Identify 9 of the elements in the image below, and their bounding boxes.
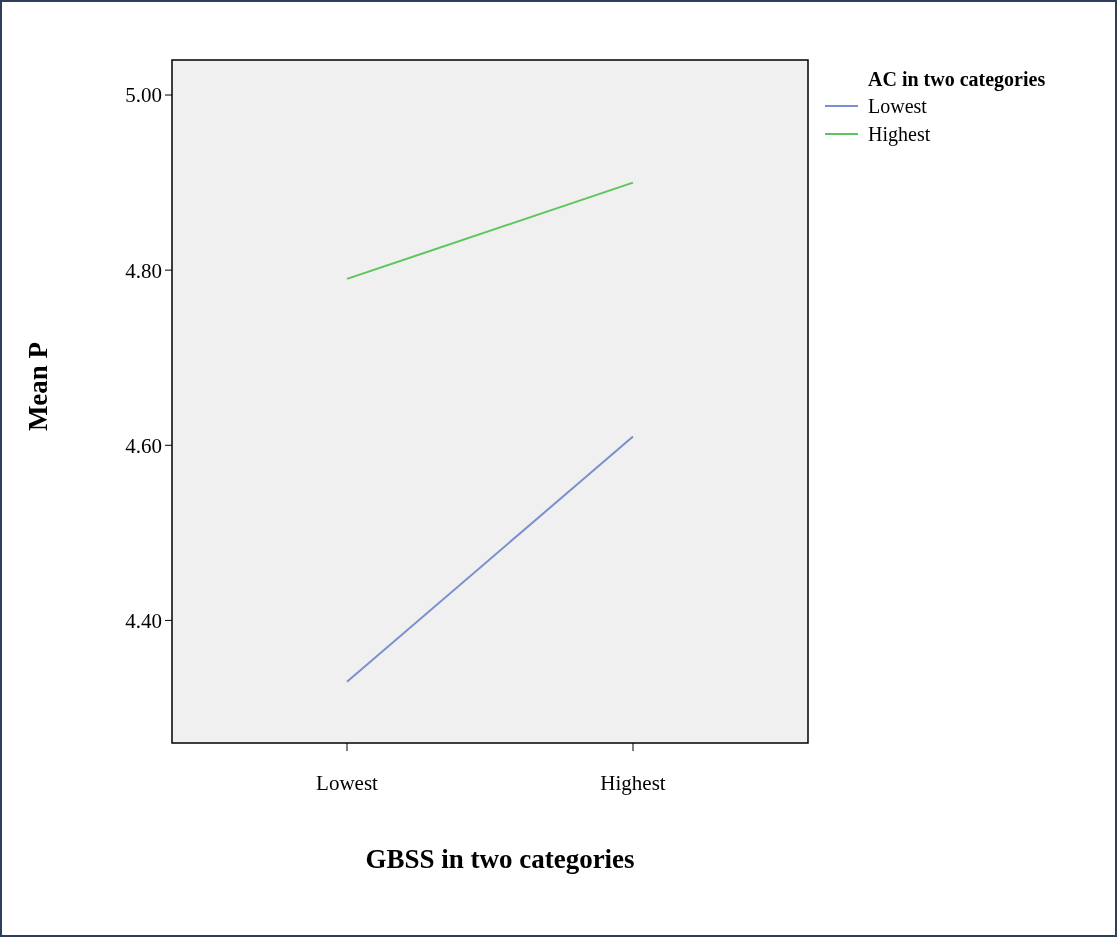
y-axis-title: Mean P xyxy=(23,341,53,432)
legend-label: Lowest xyxy=(868,95,928,117)
y-tick-label: 4.80 xyxy=(125,258,162,283)
legend-label: Highest xyxy=(868,123,931,146)
y-tick-label: 4.60 xyxy=(125,433,162,458)
x-axis-title: GBSS in two categories xyxy=(365,844,635,874)
y-tick-label: 5.00 xyxy=(125,83,162,108)
y-tick-label: 4.40 xyxy=(125,608,162,633)
legend-title: AC in two categories xyxy=(868,68,1046,91)
